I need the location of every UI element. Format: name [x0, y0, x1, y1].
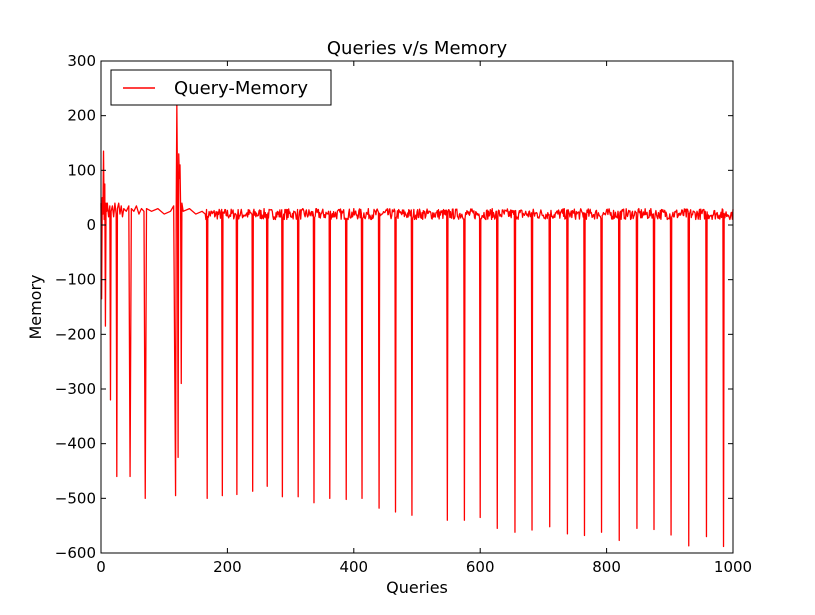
- legend: Query-Memory: [110, 69, 332, 106]
- x-tick-label: 400: [339, 558, 368, 576]
- x-tick-label: 0: [96, 558, 106, 576]
- x-axis-label: Queries: [386, 578, 448, 597]
- series-line-query-memory: [100, 104, 734, 548]
- chart-title: Queries v/s Memory: [327, 38, 508, 59]
- y-tick-label: 100: [67, 161, 96, 179]
- y-tick-label: −200: [55, 325, 96, 343]
- x-tick-label: 600: [466, 558, 495, 576]
- y-tick-label: −400: [55, 435, 96, 453]
- x-tick-label: 200: [213, 558, 242, 576]
- y-tick-label: 200: [67, 107, 96, 125]
- y-tick-label: −500: [55, 489, 96, 507]
- x-tick-label: 1000: [714, 558, 752, 576]
- x-tick-label: 800: [592, 558, 621, 576]
- y-tick-label: 0: [86, 216, 96, 234]
- y-tick-label: −100: [55, 271, 96, 289]
- data-layer: [100, 104, 734, 548]
- y-tick-label: 300: [67, 52, 96, 70]
- y-axis-label: Memory: [26, 274, 45, 339]
- y-tick-label: −300: [55, 380, 96, 398]
- y-tick-label: −600: [55, 544, 96, 562]
- plot-area: [101, 61, 733, 553]
- legend-label: Query-Memory: [174, 78, 308, 99]
- plot-frame: [100, 60, 734, 554]
